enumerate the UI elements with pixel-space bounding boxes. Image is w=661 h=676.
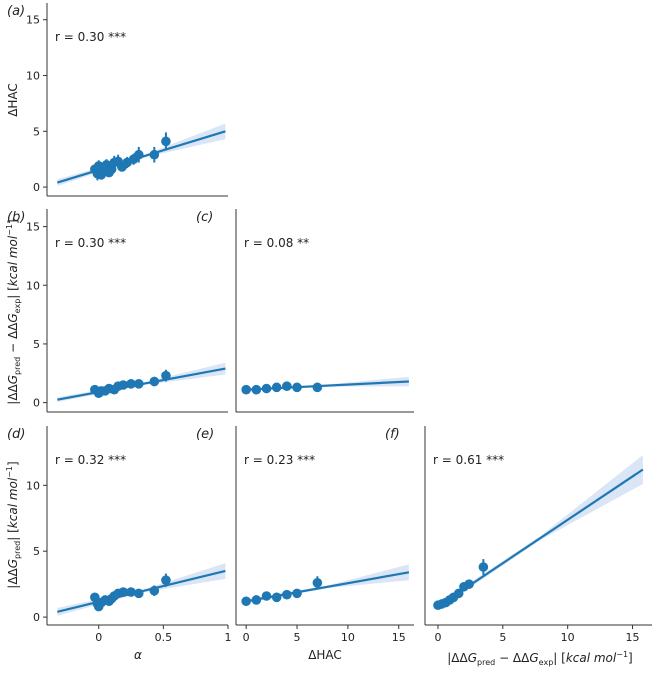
data-point [149, 149, 160, 160]
data-point [261, 591, 272, 601]
data-point [161, 575, 171, 585]
panel-a: 0 5 10 15(a) r = 0.30 *** [7, 3, 228, 197]
correlation-annotation: r = 0.32 *** [55, 453, 126, 467]
panel-label: (c) [196, 210, 213, 225]
data-point [282, 589, 292, 600]
y-tick-label: 10 [26, 479, 40, 492]
y-tick-label: 5 [33, 338, 40, 351]
correlation-annotation: r = 0.08 ** [244, 236, 309, 250]
x-tick-label: 10 [341, 631, 355, 644]
ylabel-row2: |ΔΔGpred − ΔΔGexp| [kcal mol−1] [5, 219, 22, 404]
correlation-annotation: r = 0.30 *** [55, 30, 126, 44]
panel-label: (e) [196, 427, 214, 442]
y-tick-label: 10 [26, 70, 40, 83]
panel-label: (f) [385, 427, 400, 442]
y-tick-label: 10 [26, 279, 40, 292]
xlabel-panel-e: ΔHAC [308, 648, 342, 662]
data-point [292, 588, 302, 599]
y-tick-label: 0 [33, 397, 40, 410]
x-tick-label: 5 [499, 631, 506, 644]
y-tick-label: 5 [33, 125, 40, 138]
data-point [126, 379, 136, 389]
data-point [133, 588, 144, 599]
data-point [161, 370, 171, 381]
ylabel-row1: ΔHAC [6, 83, 20, 117]
data-point [312, 382, 323, 393]
data-point [271, 382, 282, 393]
correlation-annotation: r = 0.61 *** [433, 453, 504, 467]
data-point [133, 149, 144, 160]
x-tick-label: 0.5 [155, 631, 173, 644]
correlation-annotation: r = 0.23 *** [244, 453, 315, 467]
data-point [118, 587, 129, 597]
data-point [251, 595, 262, 605]
correlation-annotation: r = 0.30 *** [55, 236, 126, 250]
x-tick-label: 0 [434, 631, 441, 644]
panel-e: 0 5 10 15 (e) r = 0.23 *** [196, 426, 414, 644]
y-tick-label: 15 [26, 14, 40, 27]
data-point [453, 588, 464, 599]
data-point [241, 596, 251, 607]
panel-label: (b) [7, 210, 25, 225]
data-point [161, 136, 171, 147]
xlabel-panel-f: |ΔΔGpred − ΔΔGexp| [kcal mol−1] [447, 650, 632, 667]
panel-c: (c) r = 0.08 ** [196, 209, 414, 413]
panel-b: 0 5 10 15(b) r = 0.30 *** [7, 209, 228, 413]
data-point [464, 579, 474, 589]
panel-label: (a) [7, 4, 25, 19]
data-point [271, 592, 282, 603]
data-point [118, 380, 129, 390]
data-point [149, 376, 160, 387]
y-tick-label: 0 [33, 181, 40, 194]
x-tick-label: 15 [626, 631, 640, 644]
data-point [251, 384, 262, 395]
x-tick-label: 5 [294, 631, 301, 644]
x-tick-label: 1 [225, 631, 232, 644]
data-point [478, 562, 489, 572]
data-point [261, 383, 272, 394]
panel-f: 0 5 10 15 (f) r = 0.61 *** [385, 426, 652, 644]
data-point [126, 587, 136, 597]
data-point [292, 382, 302, 393]
x-tick-label: 0 [243, 631, 250, 644]
x-tick-label: 0 [95, 631, 102, 644]
confidence-band [438, 455, 643, 610]
x-tick-label: 15 [392, 631, 406, 644]
x-tick-label: 10 [561, 631, 575, 644]
y-tick-label: 15 [26, 221, 40, 234]
y-tick-label: 5 [33, 545, 40, 558]
data-point [282, 381, 292, 391]
panel-d: 0 5 10 0 0.5 1 (d) r = 0.32 *** [7, 426, 232, 644]
data-point [241, 384, 251, 395]
ylabel-row3: |ΔΔGpred| [kcal mol−1] [5, 461, 22, 588]
y-tick-label: 0 [33, 611, 40, 624]
data-point [312, 578, 323, 588]
data-point [149, 585, 160, 596]
panel-label: (d) [7, 427, 25, 442]
xlabel-panel-d: α [134, 648, 142, 662]
data-point [133, 379, 144, 389]
